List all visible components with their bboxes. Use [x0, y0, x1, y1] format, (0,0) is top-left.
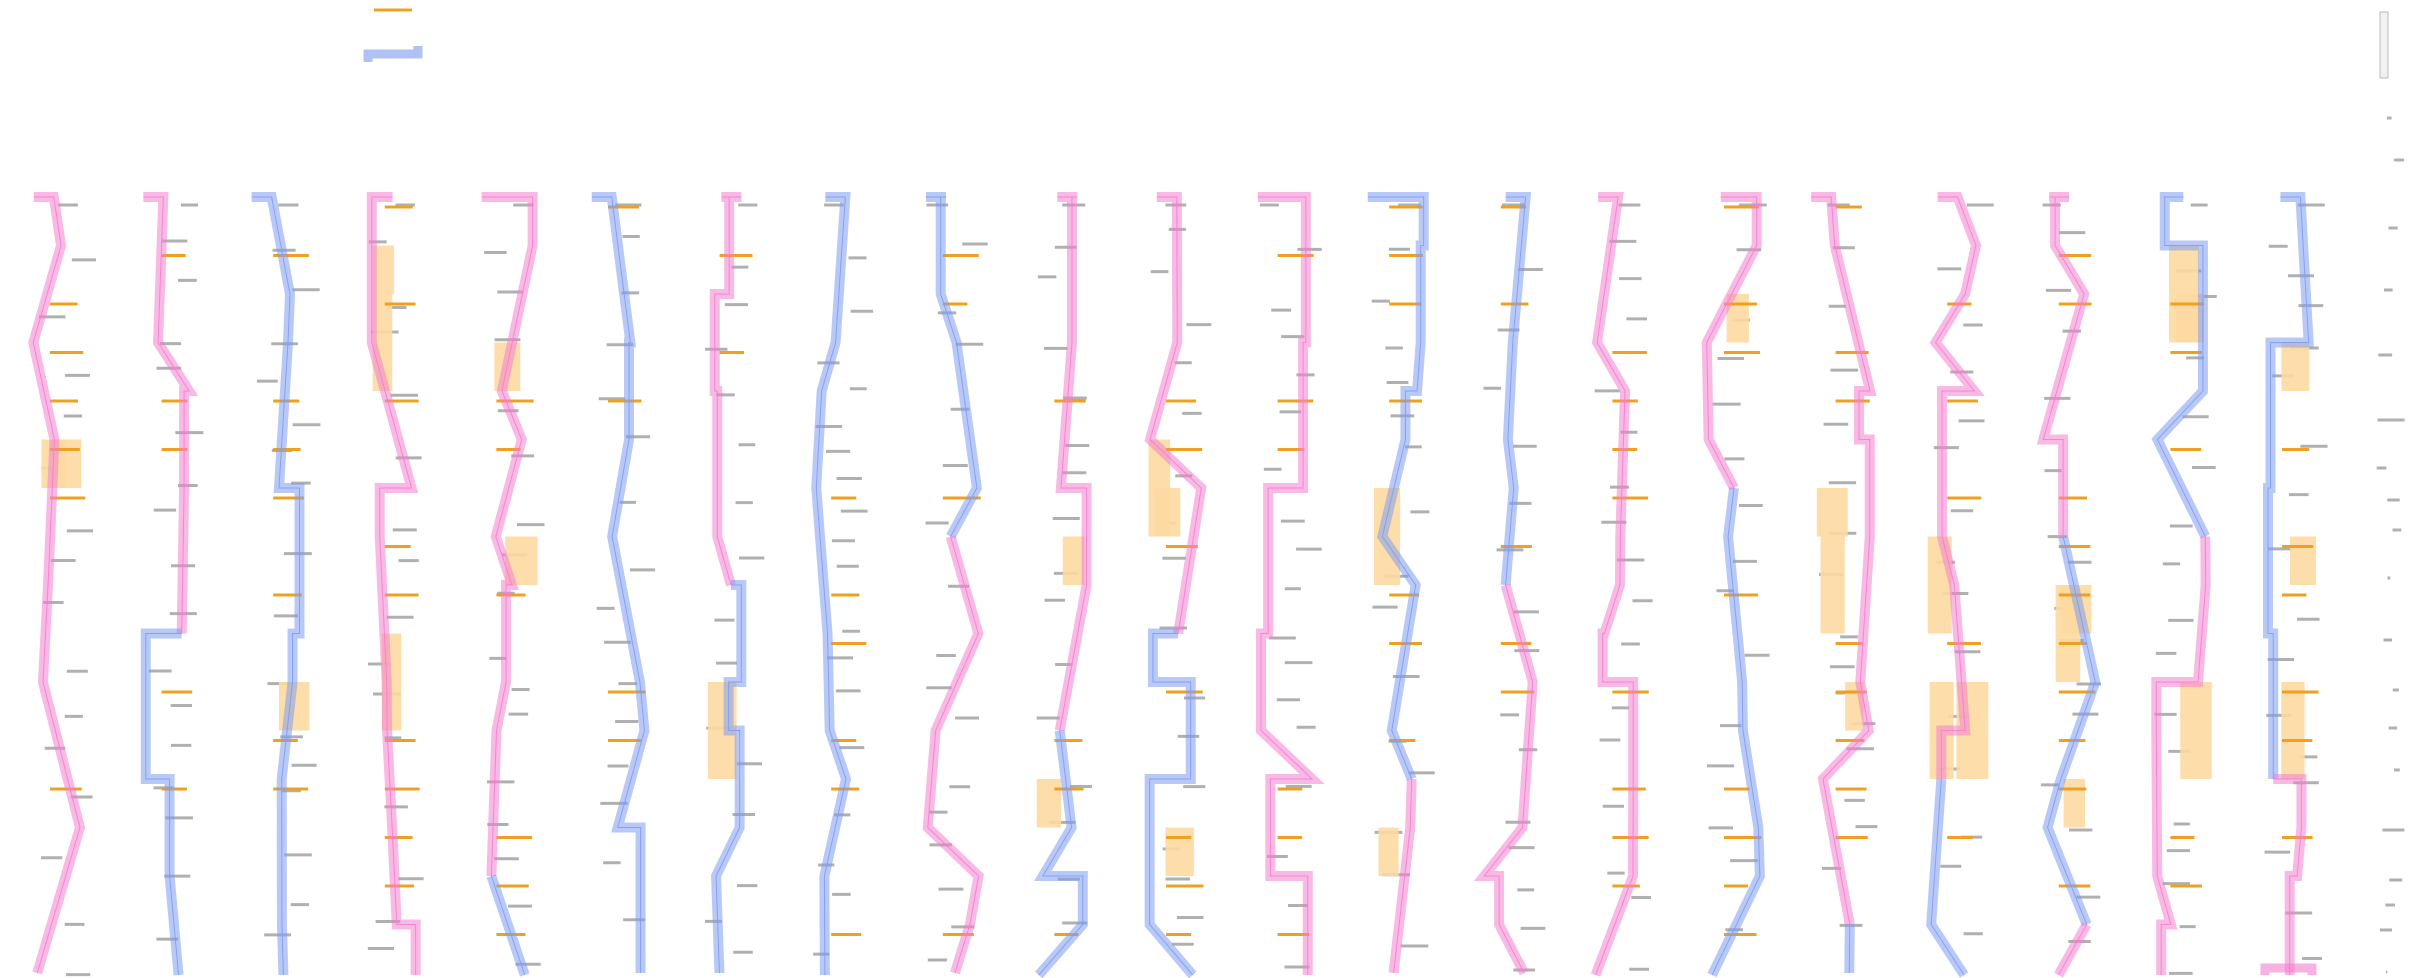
connector	[363, 46, 423, 62]
trace-edge	[2058, 924, 2088, 976]
trace-edge	[143, 196, 191, 634]
block	[1816, 488, 1848, 537]
trace-edge	[1930, 778, 1965, 976]
trace-edge	[251, 196, 300, 976]
block	[372, 245, 394, 294]
trace-edge	[1483, 584, 1534, 974]
block	[1155, 488, 1181, 537]
trace-edge	[32, 196, 81, 974]
trace-edge	[490, 875, 526, 976]
block	[2281, 342, 2310, 391]
trace-edge	[2267, 196, 2310, 779]
trace-edge	[1595, 196, 1634, 976]
trace-edge	[1934, 196, 1977, 779]
trace-edge	[715, 584, 742, 974]
trace-edge	[2042, 196, 2085, 537]
trace-edge	[1393, 778, 1413, 974]
trace-edge	[1257, 196, 1314, 975]
trace-edge	[1706, 196, 1758, 489]
block	[1820, 536, 1845, 634]
trace-edge	[481, 196, 534, 877]
trace-edge	[1149, 633, 1194, 976]
trace-edge	[1811, 196, 1871, 925]
block	[2180, 682, 2212, 779]
trace-edge	[1149, 196, 1202, 634]
trace-edge	[1038, 730, 1084, 976]
trace-edge	[714, 196, 742, 586]
connector	[2260, 963, 2317, 975]
trace-edge	[1367, 196, 1425, 780]
trace-edge	[1848, 924, 1851, 974]
block	[2063, 779, 2085, 828]
trace-edge	[1057, 196, 1088, 731]
trace-edge	[927, 536, 980, 974]
trace-edge	[371, 196, 417, 975]
trace-edge	[2047, 536, 2096, 925]
trace-edge	[591, 196, 645, 973]
block	[1062, 536, 1085, 585]
block	[2289, 536, 2316, 585]
block	[2281, 682, 2305, 779]
trace-edge	[145, 633, 182, 976]
trace-edge	[2155, 536, 2207, 975]
trace-edge	[1505, 196, 1527, 586]
block	[1036, 779, 1062, 828]
block	[1165, 827, 1194, 876]
trace-edge	[815, 196, 847, 976]
block	[1378, 827, 1399, 876]
trace-edge	[2273, 778, 2302, 975]
trace-edge	[1711, 487, 1761, 976]
scrollbar	[2379, 11, 2389, 79]
block	[1726, 294, 1749, 343]
trace-edge	[2156, 196, 2206, 537]
